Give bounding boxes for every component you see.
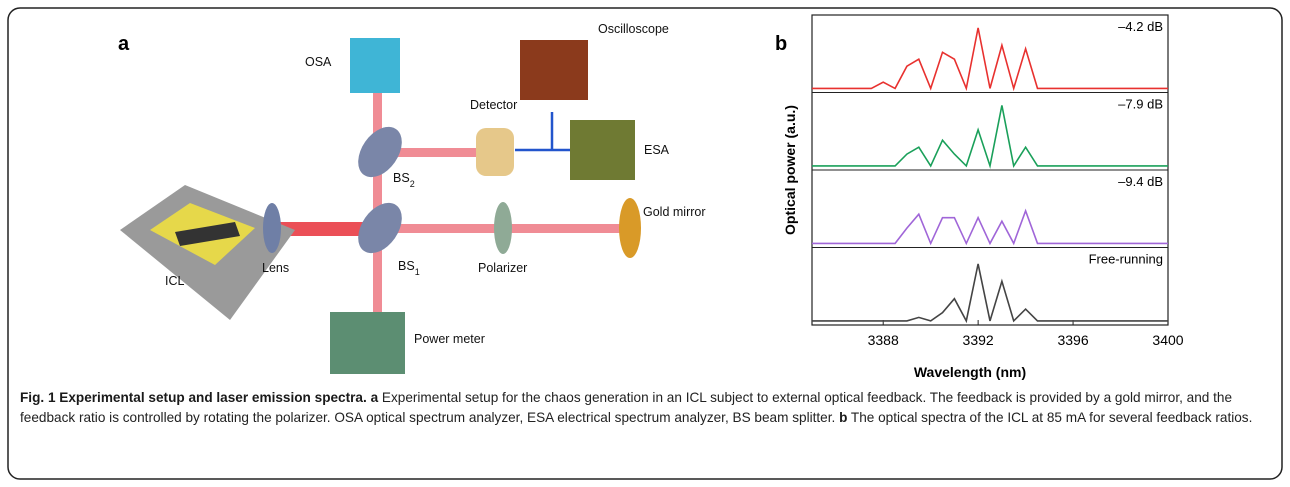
panel-letter: b [775,33,787,55]
x-axis-label: Wavelength (nm) [914,364,1026,380]
label-sub: 2 [410,179,415,189]
label-text: BS [393,171,410,185]
label: Detector [470,98,517,112]
detector [476,128,514,176]
label: BS1 [398,259,420,277]
series-label: Free-running [1089,252,1163,267]
polarizer [494,202,512,254]
label-sub: 1 [415,267,420,277]
label: Power meter [414,332,485,346]
series-label: –4.2 dB [1118,19,1163,34]
label: BS2 [393,171,415,189]
label: ESA [644,143,670,157]
lens [263,203,281,253]
x-tick-label: 3392 [963,332,994,348]
label: OSA [305,55,332,69]
label: Oscilloscope [598,22,669,36]
x-tick-label: 3396 [1057,332,1088,348]
oscilloscope-box [520,40,588,100]
panel-letter: a [118,33,130,55]
label: ICL [165,274,185,288]
osa-box [350,38,400,93]
gold-mirror [619,198,641,258]
beam [373,90,382,315]
spectrum-line [812,105,1168,165]
label: Gold mirror [643,205,706,219]
series-label: –7.9 dB [1118,97,1163,112]
y-axis-label: Optical power (a.u.) [782,105,798,235]
esa-box [570,120,635,180]
spectrum-line [812,28,1168,89]
power-meter-box [330,312,405,374]
page: { "panel_a": { "letter": "a", "labels": … [0,0,1290,487]
panel-ref: a [371,390,379,405]
label-text: BS [398,259,415,273]
spectrum-line [812,211,1168,244]
panel-ref: b [839,410,847,425]
label: Lens [262,261,289,275]
caption-label: Fig. 1 Experimental setup and laser emis… [20,390,367,405]
setup-diagram: a OSA Oscilloscope Detector ESA BS2 BS1 [118,22,706,374]
series-label: –9.4 dB [1118,174,1163,189]
caption-text: The optical spectra of the ICL at 85 mA … [851,410,1252,425]
x-tick-label: 3388 [868,332,899,348]
spectra-chart: b Optical power (a.u.) Wavelength (nm) 3… [775,15,1184,380]
cable [515,112,570,150]
spectrum-line [812,264,1168,321]
x-tick-label: 3400 [1152,332,1183,348]
label: Polarizer [478,261,527,275]
caption: Fig. 1 Experimental setup and laser emis… [20,388,1270,427]
